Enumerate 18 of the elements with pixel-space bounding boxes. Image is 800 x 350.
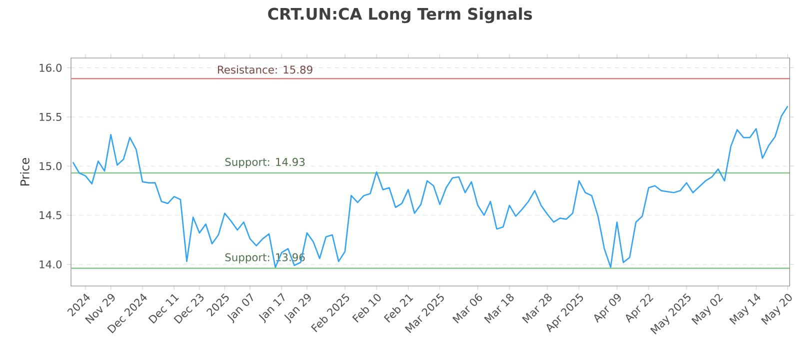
y-tick-label: 15.0	[40, 162, 62, 170]
x-tick-label: Feb 21	[384, 294, 414, 323]
y-tick-label: 14.5	[40, 211, 62, 220]
x-tick-label: Feb 10	[352, 294, 381, 323]
x-tick-label: Apr 22	[626, 294, 654, 323]
y-tick-label: 14.0	[40, 260, 62, 268]
ref-line-label: Resistance: 15.89	[218, 65, 312, 74]
y-axis-title: Price	[20, 158, 30, 186]
x-tick-label: Jan 17	[258, 292, 285, 324]
ref-line-label: Support: 14.93	[225, 158, 305, 168]
x-tick-label: Mar 18	[484, 294, 514, 324]
x-tick-label: Mar 06	[452, 293, 482, 324]
x-tick-label: Mar 28	[522, 294, 552, 324]
y-tick-label: 15.5	[40, 112, 62, 121]
x-tick-label: Apr 09	[594, 294, 621, 323]
chart-title: CRT.UN:CA Long Term Signals	[268, 8, 532, 24]
x-tick-label: Jan 29	[284, 294, 311, 324]
y-tick-label: 16.0	[40, 64, 62, 72]
